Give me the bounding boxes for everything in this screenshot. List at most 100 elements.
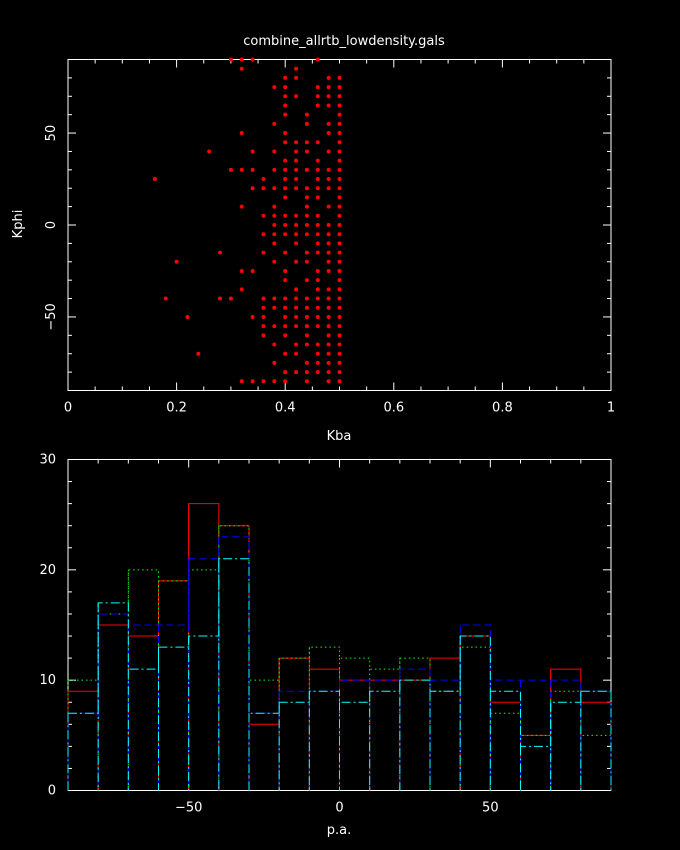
data-point	[337, 342, 342, 347]
histogram-series-3	[68, 536, 611, 714]
data-point	[272, 167, 277, 172]
data-point	[272, 360, 277, 365]
histogram-x-tick-labels: −50 0 50	[175, 801, 499, 816]
data-point	[283, 333, 288, 338]
data-point	[337, 195, 342, 200]
data-point	[294, 287, 299, 292]
data-point	[294, 177, 299, 182]
data-point	[283, 75, 288, 80]
data-point	[283, 103, 288, 108]
data-point	[239, 379, 244, 384]
data-point	[250, 167, 255, 172]
histogram-x-axis-label: p.a.	[327, 823, 351, 838]
x-tick-label: 1	[607, 401, 615, 416]
histogram-panel: −50 0 50 0 10 20 30 p.a.	[39, 453, 612, 838]
data-point	[261, 305, 266, 310]
data-point	[261, 250, 266, 255]
data-point	[283, 158, 288, 163]
data-point	[239, 131, 244, 136]
data-point	[315, 360, 320, 365]
data-point	[250, 57, 255, 62]
data-point	[283, 232, 288, 237]
data-point	[326, 360, 331, 365]
data-point	[283, 379, 288, 384]
data-point	[283, 305, 288, 310]
data-point	[337, 360, 342, 365]
data-point	[261, 186, 266, 191]
data-point	[250, 268, 255, 273]
data-point	[315, 158, 320, 163]
data-point	[315, 223, 320, 227]
data-point	[326, 259, 331, 264]
data-point	[337, 103, 342, 108]
data-point	[326, 305, 331, 310]
data-point	[294, 342, 299, 347]
data-point	[272, 259, 277, 264]
data-point	[337, 305, 342, 310]
data-point	[272, 379, 277, 384]
data-point	[250, 379, 255, 384]
data-point	[261, 177, 266, 182]
data-point	[283, 223, 288, 227]
y-tick-label: 50	[44, 125, 59, 142]
data-point	[337, 149, 342, 154]
data-point	[315, 268, 320, 273]
data-point	[283, 85, 288, 90]
data-point	[337, 324, 342, 329]
data-point	[261, 232, 266, 237]
data-point	[174, 259, 179, 264]
data-point	[304, 314, 309, 319]
data-point	[337, 333, 342, 338]
data-point	[283, 186, 288, 191]
scatter-x-tick-labels: 0 0.2 0.4 0.6 0.8 1	[64, 401, 615, 416]
data-point	[326, 342, 331, 347]
data-point	[337, 314, 342, 319]
data-point	[304, 213, 309, 218]
data-point	[196, 351, 201, 356]
data-point	[315, 186, 320, 191]
data-point	[272, 85, 277, 90]
data-point	[218, 250, 223, 255]
data-point	[228, 167, 233, 172]
data-point	[315, 305, 320, 310]
data-point	[315, 232, 320, 237]
data-point	[261, 296, 266, 301]
data-point	[152, 177, 157, 182]
data-point	[337, 278, 342, 283]
data-point	[304, 167, 309, 172]
data-point	[315, 370, 320, 375]
data-point	[272, 186, 277, 191]
data-point	[250, 314, 255, 319]
data-point	[337, 241, 342, 246]
data-point	[228, 57, 233, 62]
data-point	[337, 112, 342, 117]
y-tick-label: 0	[48, 784, 56, 799]
data-point	[337, 140, 342, 145]
y-tick-label: 0	[44, 221, 59, 229]
data-point	[294, 351, 299, 356]
data-point	[337, 379, 342, 384]
data-point	[337, 213, 342, 218]
data-point	[304, 333, 309, 338]
data-point	[337, 167, 342, 172]
data-point	[304, 149, 309, 154]
data-point	[294, 370, 299, 375]
data-point	[294, 223, 299, 227]
data-point	[272, 232, 277, 237]
data-point	[315, 94, 320, 99]
y-tick-label: 30	[39, 453, 56, 468]
data-point	[326, 324, 331, 329]
histogram-y-tick-labels: 0 10 20 30	[39, 453, 56, 799]
data-point	[283, 250, 288, 255]
data-point	[283, 351, 288, 356]
data-point	[326, 296, 331, 301]
data-point	[304, 324, 309, 329]
data-point	[207, 149, 212, 154]
data-point	[326, 351, 331, 356]
data-point	[337, 94, 342, 99]
data-point	[326, 370, 331, 375]
data-point	[337, 177, 342, 182]
data-point	[326, 121, 331, 126]
x-tick-label: 50	[482, 801, 499, 816]
